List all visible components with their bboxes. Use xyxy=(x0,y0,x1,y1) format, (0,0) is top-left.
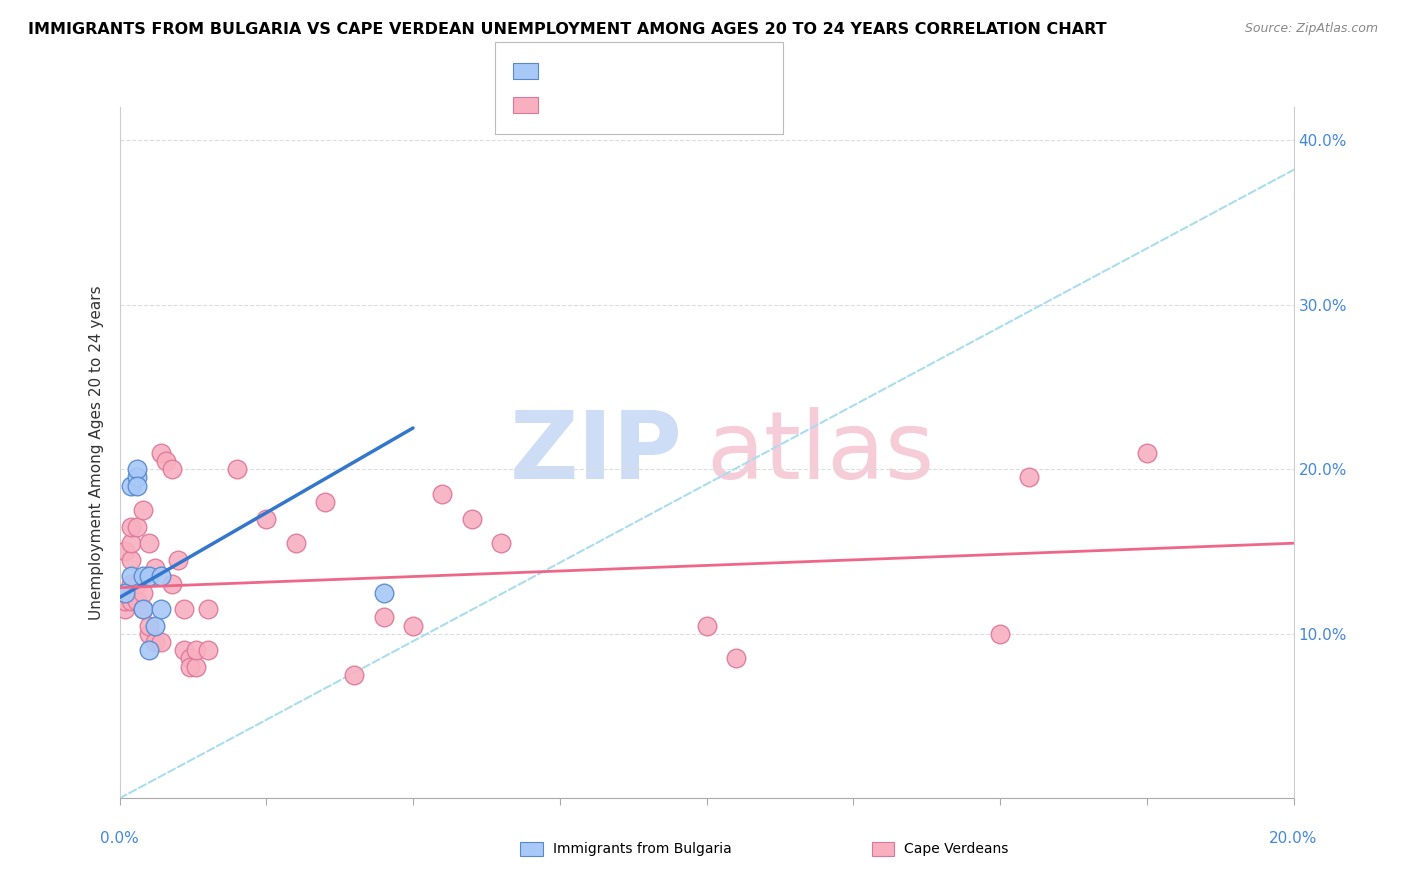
Point xyxy=(173,643,195,657)
Point xyxy=(127,470,149,484)
Text: Immigrants from Bulgaria: Immigrants from Bulgaria xyxy=(553,842,731,856)
Text: 14: 14 xyxy=(678,64,699,78)
Point xyxy=(402,618,425,632)
Point xyxy=(132,602,155,616)
Point xyxy=(143,618,166,632)
Point xyxy=(432,487,454,501)
Point xyxy=(132,503,155,517)
Point xyxy=(373,610,395,624)
Point xyxy=(132,585,155,599)
Point xyxy=(489,536,512,550)
Point xyxy=(132,569,155,583)
Point xyxy=(1136,445,1159,460)
Point xyxy=(724,651,747,665)
Text: 0.0%: 0.0% xyxy=(100,831,139,847)
Point xyxy=(162,577,184,591)
Point xyxy=(127,462,149,476)
Point xyxy=(120,520,142,534)
Point xyxy=(138,626,160,640)
Point xyxy=(1018,470,1040,484)
Point xyxy=(143,561,166,575)
Point xyxy=(127,478,149,492)
Point xyxy=(143,635,166,649)
Point xyxy=(149,602,172,616)
Point xyxy=(988,626,1011,640)
Point xyxy=(120,577,142,591)
Point xyxy=(149,635,172,649)
Point xyxy=(120,569,142,583)
Point xyxy=(114,602,136,616)
Text: 0.323: 0.323 xyxy=(581,64,628,78)
Text: R =: R = xyxy=(550,98,583,112)
Point xyxy=(460,511,484,525)
Point xyxy=(149,445,172,460)
Text: IMMIGRANTS FROM BULGARIA VS CAPE VERDEAN UNEMPLOYMENT AMONG AGES 20 TO 24 YEARS : IMMIGRANTS FROM BULGARIA VS CAPE VERDEAN… xyxy=(28,22,1107,37)
Text: 49: 49 xyxy=(678,98,699,112)
Point xyxy=(114,585,136,599)
Point xyxy=(127,520,149,534)
Point xyxy=(373,585,395,599)
Text: N =: N = xyxy=(634,64,678,78)
Point xyxy=(114,544,136,558)
Point xyxy=(120,552,142,566)
Point xyxy=(284,536,307,550)
Text: Cape Verdeans: Cape Verdeans xyxy=(904,842,1008,856)
Point xyxy=(138,643,160,657)
Point xyxy=(138,618,160,632)
Point xyxy=(149,569,172,583)
Point xyxy=(173,602,195,616)
Text: 20.0%: 20.0% xyxy=(1270,831,1317,847)
Point xyxy=(254,511,277,525)
Text: R =: R = xyxy=(550,64,583,78)
Point xyxy=(225,462,249,476)
Point xyxy=(127,594,149,608)
Point xyxy=(197,643,219,657)
Y-axis label: Unemployment Among Ages 20 to 24 years: Unemployment Among Ages 20 to 24 years xyxy=(89,285,104,620)
Point xyxy=(184,659,207,673)
Point xyxy=(138,569,160,583)
Point xyxy=(120,478,142,492)
Text: atlas: atlas xyxy=(707,407,935,499)
Text: 0.127: 0.127 xyxy=(581,98,628,112)
Point xyxy=(167,552,190,566)
Point xyxy=(114,585,136,599)
Point xyxy=(132,602,155,616)
Point xyxy=(138,536,160,550)
Point xyxy=(696,618,718,632)
Point xyxy=(120,536,142,550)
Point xyxy=(155,454,177,468)
Text: N =: N = xyxy=(634,98,678,112)
Point xyxy=(184,643,207,657)
Point xyxy=(197,602,219,616)
Point xyxy=(179,651,201,665)
Text: ZIP: ZIP xyxy=(510,407,683,499)
Point xyxy=(127,577,149,591)
Point xyxy=(162,462,184,476)
Point xyxy=(114,594,136,608)
Text: Source: ZipAtlas.com: Source: ZipAtlas.com xyxy=(1244,22,1378,36)
Point xyxy=(314,495,336,509)
Point xyxy=(179,659,201,673)
Point xyxy=(120,594,142,608)
Point xyxy=(343,668,366,682)
